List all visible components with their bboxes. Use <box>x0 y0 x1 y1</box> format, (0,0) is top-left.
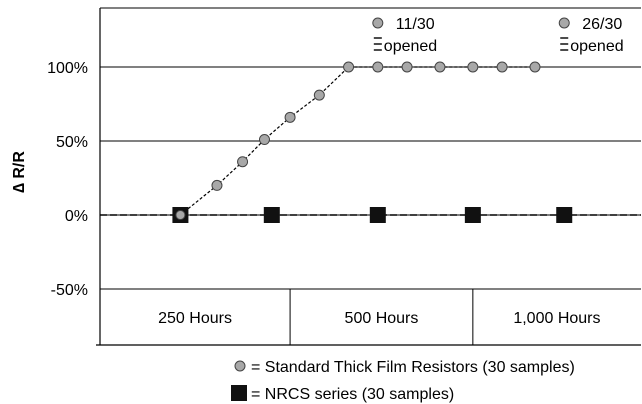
x-bands: 250 Hours 500 Hours 1,000 Hours <box>158 289 601 345</box>
annotation-marker <box>558 17 570 29</box>
y-tick-label: 100% <box>47 60 88 77</box>
point-standard <box>496 61 508 73</box>
legend-marker-nrcs <box>231 385 247 401</box>
series-layer <box>100 61 641 223</box>
annotations: 11/30 opened 26/30 opened <box>372 16 624 55</box>
point-nrcs <box>556 207 573 223</box>
point-nrcs <box>464 207 481 223</box>
point-standard <box>284 111 296 123</box>
point-standard <box>372 61 384 73</box>
legend: = Standard Thick Film Resistors (30 samp… <box>231 359 575 403</box>
legend-label: = NRCS series (30 samples) <box>251 386 454 403</box>
point-standard <box>434 61 446 73</box>
gridlines <box>96 7 641 346</box>
x-band-label: 500 Hours <box>345 310 419 327</box>
point-standard <box>343 61 355 73</box>
point-standard <box>529 61 541 73</box>
point-standard <box>211 179 223 191</box>
legend-marker-standard <box>234 360 246 372</box>
y-tick-labels: 100% 50% 0% -50% <box>47 60 88 299</box>
point-nrcs <box>369 207 386 223</box>
y-tick-label: -50% <box>51 282 88 299</box>
annotation-text: opened <box>384 38 437 55</box>
point-overlap <box>175 210 186 220</box>
point-standard <box>258 134 270 146</box>
y-tick-label: 0% <box>65 208 88 225</box>
point-standard <box>401 61 413 73</box>
point-nrcs <box>263 207 280 223</box>
annotation-marker <box>372 17 384 29</box>
y-axis-label: ∆ R/R <box>11 151 28 193</box>
point-standard <box>313 89 325 101</box>
legend-label: = Standard Thick Film Resistors (30 samp… <box>251 359 575 376</box>
annotation-text: opened <box>570 38 623 55</box>
annotation-count: 26/30 <box>582 16 622 33</box>
point-standard <box>467 61 479 73</box>
y-tick-label: 50% <box>56 134 88 151</box>
annotation-count: 11/30 <box>396 16 435 33</box>
x-band-label: 1,000 Hours <box>513 310 600 327</box>
point-standard <box>237 156 249 168</box>
x-band-label: 250 Hours <box>158 310 232 327</box>
